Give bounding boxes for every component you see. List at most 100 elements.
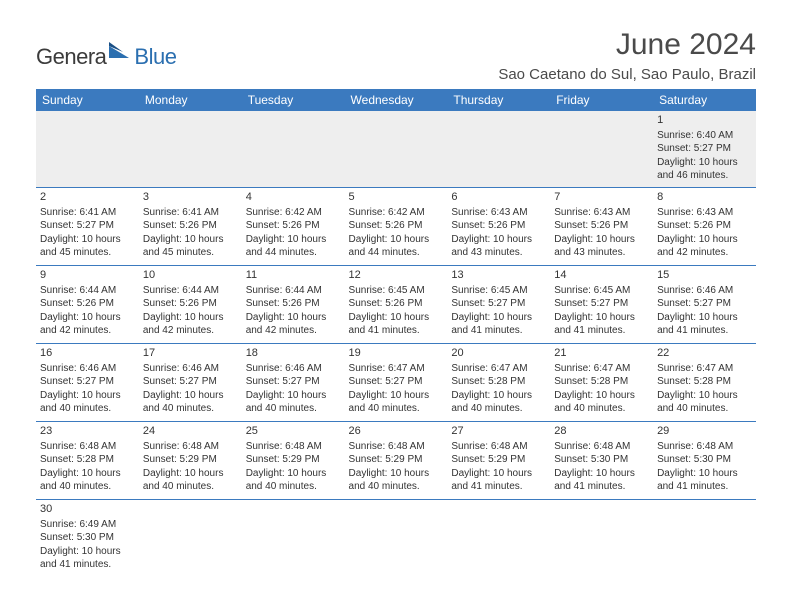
sunrise-text: Sunrise: 6:48 AM [554, 440, 649, 454]
day-header: Wednesday [345, 89, 448, 111]
daylight-text: Daylight: 10 hours [40, 233, 135, 247]
daylight-text: and 40 minutes. [349, 402, 444, 416]
sunrise-text: Sunrise: 6:48 AM [349, 440, 444, 454]
day-number: 5 [349, 190, 444, 205]
sunset-text: Sunset: 5:28 PM [451, 375, 546, 389]
day-number: 11 [246, 268, 341, 283]
daylight-text: and 43 minutes. [554, 246, 649, 260]
daylight-text: Daylight: 10 hours [451, 467, 546, 481]
daylight-text: Daylight: 10 hours [349, 389, 444, 403]
sunset-text: Sunset: 5:26 PM [349, 297, 444, 311]
daylight-text: Daylight: 10 hours [657, 233, 752, 247]
sunset-text: Sunset: 5:30 PM [40, 531, 135, 545]
day-number: 18 [246, 346, 341, 361]
calendar-week: 1Sunrise: 6:40 AMSunset: 5:27 PMDaylight… [36, 111, 756, 187]
sunset-text: Sunset: 5:30 PM [554, 453, 649, 467]
calendar-cell: 30Sunrise: 6:49 AMSunset: 5:30 PMDayligh… [36, 499, 139, 577]
day-number: 19 [349, 346, 444, 361]
sunrise-text: Sunrise: 6:46 AM [246, 362, 341, 376]
daylight-text: and 41 minutes. [451, 324, 546, 338]
daylight-text: and 41 minutes. [657, 324, 752, 338]
daylight-text: and 41 minutes. [554, 480, 649, 494]
calendar-cell: 27Sunrise: 6:48 AMSunset: 5:29 PMDayligh… [447, 421, 550, 499]
daylight-text: and 42 minutes. [246, 324, 341, 338]
calendar-cell: 12Sunrise: 6:45 AMSunset: 5:26 PMDayligh… [345, 265, 448, 343]
day-number: 4 [246, 190, 341, 205]
sunrise-text: Sunrise: 6:44 AM [40, 284, 135, 298]
logo: Genera Blue [36, 28, 176, 71]
calendar-cell: 24Sunrise: 6:48 AMSunset: 5:29 PMDayligh… [139, 421, 242, 499]
sunset-text: Sunset: 5:27 PM [451, 297, 546, 311]
sunset-text: Sunset: 5:26 PM [40, 297, 135, 311]
day-header: Thursday [447, 89, 550, 111]
sunrise-text: Sunrise: 6:42 AM [349, 206, 444, 220]
sunset-text: Sunset: 5:29 PM [143, 453, 238, 467]
day-number: 26 [349, 424, 444, 439]
calendar-cell: 20Sunrise: 6:47 AMSunset: 5:28 PMDayligh… [447, 343, 550, 421]
daylight-text: and 40 minutes. [349, 480, 444, 494]
calendar-cell: 18Sunrise: 6:46 AMSunset: 5:27 PMDayligh… [242, 343, 345, 421]
calendar-cell [242, 499, 345, 577]
day-number: 12 [349, 268, 444, 283]
daylight-text: and 42 minutes. [40, 324, 135, 338]
daylight-text: and 43 minutes. [451, 246, 546, 260]
sunset-text: Sunset: 5:26 PM [246, 297, 341, 311]
day-header: Tuesday [242, 89, 345, 111]
sunrise-text: Sunrise: 6:49 AM [40, 518, 135, 532]
sunrise-text: Sunrise: 6:46 AM [40, 362, 135, 376]
daylight-text: and 40 minutes. [40, 402, 135, 416]
daylight-text: Daylight: 10 hours [246, 233, 341, 247]
daylight-text: Daylight: 10 hours [554, 311, 649, 325]
day-number: 8 [657, 190, 752, 205]
sunset-text: Sunset: 5:27 PM [40, 219, 135, 233]
sunset-text: Sunset: 5:28 PM [40, 453, 135, 467]
calendar-cell: 9Sunrise: 6:44 AMSunset: 5:26 PMDaylight… [36, 265, 139, 343]
sunrise-text: Sunrise: 6:47 AM [451, 362, 546, 376]
day-number: 16 [40, 346, 135, 361]
daylight-text: and 40 minutes. [451, 402, 546, 416]
day-header: Friday [550, 89, 653, 111]
sunrise-text: Sunrise: 6:45 AM [349, 284, 444, 298]
day-number: 23 [40, 424, 135, 439]
sunrise-text: Sunrise: 6:43 AM [451, 206, 546, 220]
sunrise-text: Sunrise: 6:44 AM [143, 284, 238, 298]
sunrise-text: Sunrise: 6:47 AM [554, 362, 649, 376]
calendar-cell: 8Sunrise: 6:43 AMSunset: 5:26 PMDaylight… [653, 187, 756, 265]
flag-icon [109, 42, 131, 65]
sunrise-text: Sunrise: 6:48 AM [143, 440, 238, 454]
calendar-cell: 15Sunrise: 6:46 AMSunset: 5:27 PMDayligh… [653, 265, 756, 343]
daylight-text: and 41 minutes. [349, 324, 444, 338]
daylight-text: Daylight: 10 hours [246, 467, 341, 481]
sunrise-text: Sunrise: 6:48 AM [246, 440, 341, 454]
calendar-cell: 2Sunrise: 6:41 AMSunset: 5:27 PMDaylight… [36, 187, 139, 265]
calendar-cell: 21Sunrise: 6:47 AMSunset: 5:28 PMDayligh… [550, 343, 653, 421]
sunrise-text: Sunrise: 6:44 AM [246, 284, 341, 298]
daylight-text: Daylight: 10 hours [40, 389, 135, 403]
daylight-text: and 41 minutes. [554, 324, 649, 338]
daylight-text: and 40 minutes. [246, 480, 341, 494]
day-number: 20 [451, 346, 546, 361]
daylight-text: and 40 minutes. [246, 402, 341, 416]
daylight-text: Daylight: 10 hours [554, 233, 649, 247]
day-number: 17 [143, 346, 238, 361]
day-number: 14 [554, 268, 649, 283]
daylight-text: Daylight: 10 hours [451, 389, 546, 403]
sunset-text: Sunset: 5:26 PM [143, 297, 238, 311]
daylight-text: and 41 minutes. [40, 558, 135, 572]
daylight-text: Daylight: 10 hours [657, 156, 752, 170]
header: Genera Blue June 2024 Sao Caetano do Sul… [36, 28, 756, 83]
day-number: 9 [40, 268, 135, 283]
calendar-cell [139, 499, 242, 577]
calendar-cell [36, 111, 139, 187]
calendar-cell: 7Sunrise: 6:43 AMSunset: 5:26 PMDaylight… [550, 187, 653, 265]
daylight-text: Daylight: 10 hours [143, 389, 238, 403]
daylight-text: and 42 minutes. [143, 324, 238, 338]
daylight-text: Daylight: 10 hours [40, 467, 135, 481]
day-header: Sunday [36, 89, 139, 111]
daylight-text: and 40 minutes. [554, 402, 649, 416]
day-number: 28 [554, 424, 649, 439]
day-number: 15 [657, 268, 752, 283]
calendar-cell: 16Sunrise: 6:46 AMSunset: 5:27 PMDayligh… [36, 343, 139, 421]
calendar-cell [447, 111, 550, 187]
sunset-text: Sunset: 5:29 PM [246, 453, 341, 467]
